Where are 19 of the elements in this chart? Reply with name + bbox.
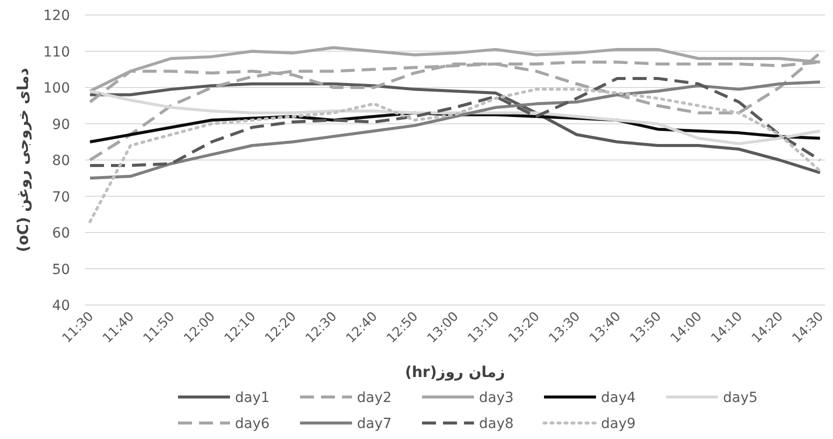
legend-label: day2 — [357, 390, 392, 406]
y-axis-title: دمای خروجی روغن (oC) — [14, 68, 32, 252]
legend-label: day4 — [601, 390, 636, 406]
y-tick-label: 40 — [52, 298, 70, 314]
legend-label: day8 — [479, 416, 514, 432]
y-tick-label: 60 — [52, 226, 70, 242]
y-tick-label: 70 — [52, 189, 70, 206]
legend-label: day6 — [235, 416, 270, 432]
y-tick-label: 50 — [52, 262, 70, 278]
legend-label: day7 — [357, 416, 392, 432]
y-tick-label: 90 — [52, 116, 70, 133]
y-tick-label: 110 — [43, 44, 70, 60]
y-tick-label: 120 — [43, 8, 70, 24]
legend-label: day3 — [479, 390, 514, 406]
legend-label: day9 — [601, 416, 636, 432]
legend-label: day5 — [723, 390, 758, 406]
y-tick-label: 100 — [43, 80, 70, 96]
legend-label: day1 — [235, 390, 270, 406]
y-tick-label: 80 — [52, 153, 70, 169]
